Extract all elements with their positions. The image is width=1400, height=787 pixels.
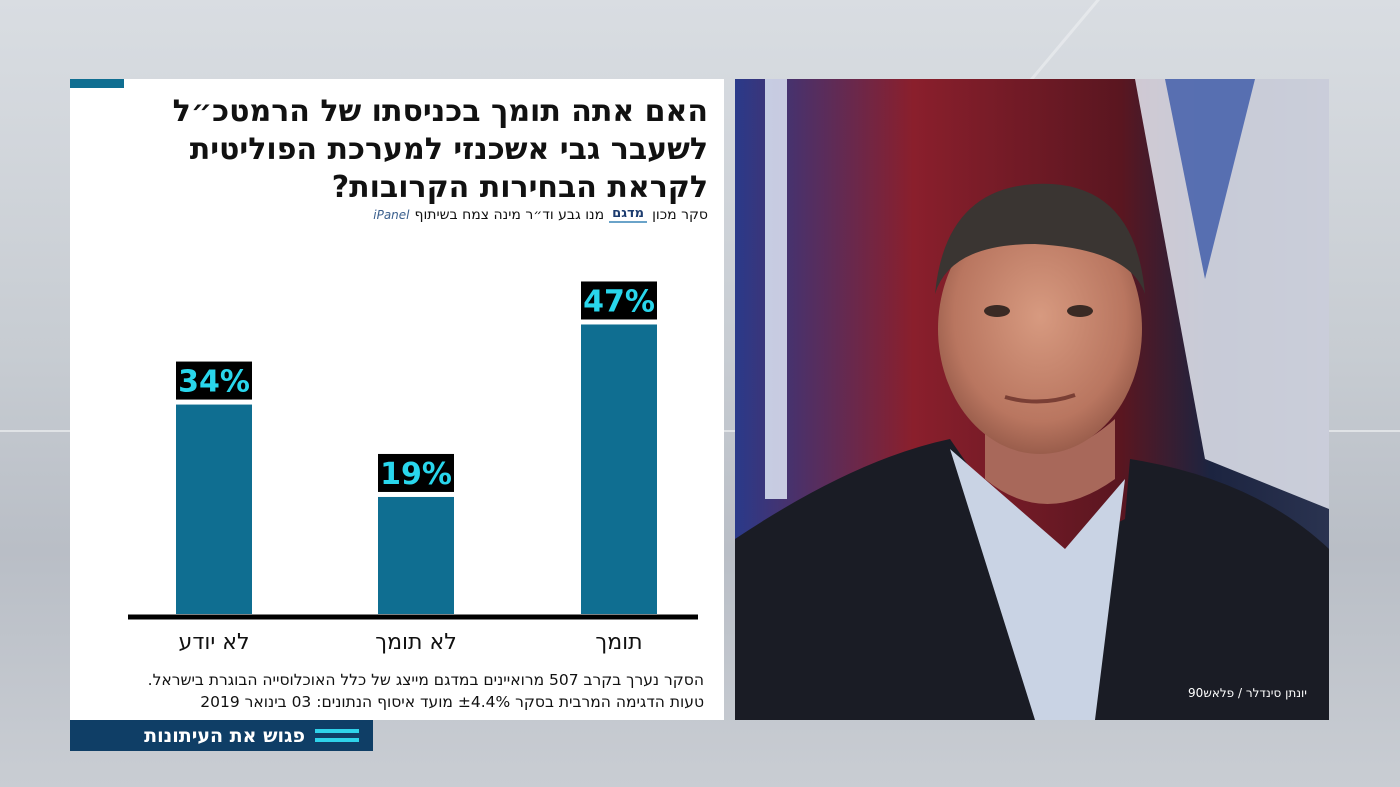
menu-lines-icon xyxy=(315,727,359,745)
portrait-illustration xyxy=(735,79,1329,720)
footnote-sample: הסקר נערך בקרב 507 מרואיינים במדגם מייצג… xyxy=(147,671,704,689)
poll-source: סקר מכון מדגם מנו גבע וד״ר מינה צמח בשית… xyxy=(373,206,708,223)
source-prefix: סקר מכון xyxy=(652,206,708,223)
poll-footnote: הסקר נערך בקרב 507 מרואיינים במדגם מייצג… xyxy=(74,669,704,713)
madgam-logo: מדגם xyxy=(609,206,648,223)
source-middle: מנו גבע וד״ר מינה צמח בשיתוף xyxy=(414,206,605,223)
value-label-box-3 xyxy=(581,281,657,320)
photo-credit: יונתן סינדלר / פלאש90 xyxy=(1188,686,1307,700)
category-label-3: תומך xyxy=(595,630,642,655)
value-label-box-1 xyxy=(176,361,252,400)
bar-1 xyxy=(176,404,252,614)
value-label-1: 34% xyxy=(178,365,250,400)
show-banner: פגוש את העיתונות xyxy=(70,720,373,751)
accent-bar xyxy=(70,79,124,88)
poll-card: האם אתה תומך בכניסתו של הרמטכ״ל לשעבר גב… xyxy=(70,79,724,720)
footnote-error-date: טעות הדגימה המרבית בסקר ±4.4% מועד איסוף… xyxy=(200,693,704,711)
ipanel-logo: iPanel xyxy=(373,207,410,222)
category-label-2: לא תומך xyxy=(375,630,456,655)
banner-label: פגוש את העיתונות xyxy=(144,724,305,747)
value-label-3: 47% xyxy=(583,284,655,319)
value-label-box-2 xyxy=(378,453,454,492)
poll-bar-chart: 34% לא יודע 19% לא תומך 47% תומך xyxy=(128,281,698,655)
chart-marks: 34% לא יודע 19% לא תומך 47% תומך xyxy=(176,281,657,655)
value-label-2: 19% xyxy=(380,457,452,492)
bar-3 xyxy=(581,324,657,614)
portrait-photo: יונתן סינדלר / פלאש90 xyxy=(735,79,1329,720)
category-label-1: לא יודע xyxy=(179,630,250,655)
poll-question-title: האם אתה תומך בכניסתו של הרמטכ״ל לשעבר גב… xyxy=(172,94,708,205)
bar-2 xyxy=(378,496,454,614)
